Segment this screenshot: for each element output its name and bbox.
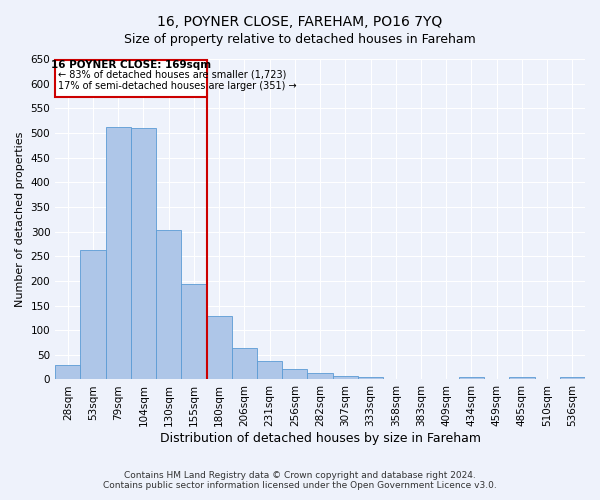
Bar <box>257 360 282 380</box>
Y-axis label: Number of detached properties: Number of detached properties <box>15 132 25 307</box>
FancyBboxPatch shape <box>55 60 206 98</box>
Text: Contains HM Land Registry data © Crown copyright and database right 2024.
Contai: Contains HM Land Registry data © Crown c… <box>103 470 497 490</box>
Bar <box>282 368 307 380</box>
Bar <box>358 378 383 380</box>
Text: 16, POYNER CLOSE, FAREHAM, PO16 7YQ: 16, POYNER CLOSE, FAREHAM, PO16 7YQ <box>157 15 443 29</box>
Text: ← 83% of detached houses are smaller (1,723): ← 83% of detached houses are smaller (1,… <box>58 70 286 80</box>
Text: 16 POYNER CLOSE: 169sqm: 16 POYNER CLOSE: 169sqm <box>51 60 211 70</box>
Bar <box>560 378 585 380</box>
X-axis label: Distribution of detached houses by size in Fareham: Distribution of detached houses by size … <box>160 432 481 445</box>
Bar <box>206 316 232 380</box>
Bar <box>156 230 181 380</box>
Bar <box>459 378 484 380</box>
Bar <box>307 373 332 380</box>
Bar <box>332 376 358 380</box>
Bar <box>232 348 257 380</box>
Bar <box>106 126 131 380</box>
Text: 17% of semi-detached houses are larger (351) →: 17% of semi-detached houses are larger (… <box>58 81 296 91</box>
Bar <box>509 378 535 380</box>
Bar <box>131 128 156 380</box>
Bar <box>80 250 106 380</box>
Bar <box>181 284 206 380</box>
Text: Size of property relative to detached houses in Fareham: Size of property relative to detached ho… <box>124 32 476 46</box>
Bar <box>55 364 80 380</box>
